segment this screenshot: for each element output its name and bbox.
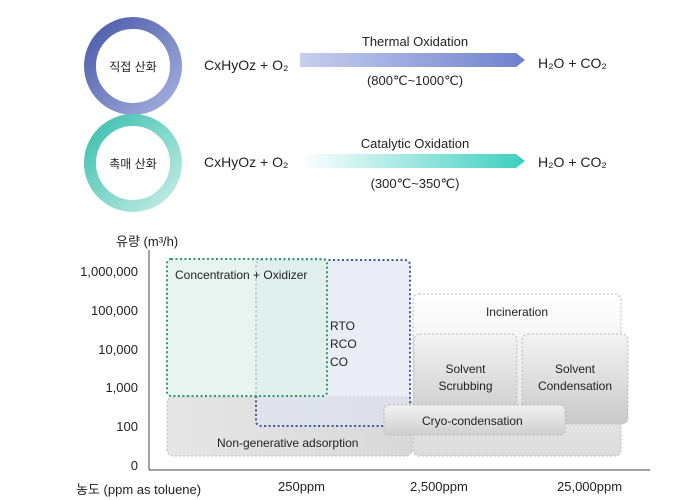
thermal-arrow [300, 53, 525, 67]
thermal-product: H₂O + CO₂ [538, 55, 607, 71]
direct-oxidation-label: 직접 산화 [109, 60, 157, 74]
concentration-oxidizer-label: Concentration + Oxidizer [175, 268, 308, 282]
y-tick-0: 0 [130, 458, 138, 473]
incineration-label: Incineration [485, 305, 549, 319]
catalytic-reactant: CxHyOz + O₂ [204, 154, 289, 170]
non-generative-adsorption-label: Non-generative adsorption [217, 436, 359, 450]
rco-label: RCO [330, 337, 357, 351]
solvent-scrubbing-label-1: Solvent [445, 362, 486, 376]
x-tick-250ppm: 250ppm [278, 479, 325, 494]
rto-label: RTO [330, 319, 355, 333]
x-tick-2500ppm: 2,500ppm [410, 479, 468, 494]
co-label: CO [330, 355, 348, 369]
direct-oxidation-ring [84, 17, 182, 115]
region-concentration-oxidizer [166, 258, 328, 397]
x-axis-title: 농도 (ppm as toluene) [76, 482, 202, 497]
cryo-condensation-label: Cryo-condensation [422, 414, 523, 428]
y-axis-title: 유량 (m³/h) [116, 234, 179, 249]
thermal-oxidation-title: Thermal Oxidation [361, 34, 469, 49]
catalytic-oxidation-ring [84, 114, 182, 212]
y-tick-10000: 10,000 [98, 342, 138, 357]
catalytic-product: H₂O + CO₂ [538, 154, 607, 170]
region-cryo-condensation [383, 404, 566, 436]
catalytic-temperature: (300℃~350℃) [370, 176, 460, 191]
x-tick-25000ppm: 25,000ppm [557, 479, 623, 494]
y-tick-1000: 1,000 [105, 380, 138, 395]
catalytic-arrow [300, 154, 525, 168]
y-tick-1000000: 1,000,000 [80, 264, 138, 279]
y-tick-100000: 100,000 [91, 303, 138, 318]
solvent-condensation-label-2: Condensation [537, 379, 613, 393]
catalytic-oxidation-label: 촉매 산화 [109, 157, 157, 171]
solvent-scrubbing-label-2: Scrubbing [438, 379, 493, 393]
solvent-condensation-label-1: Solvent [554, 362, 596, 376]
thermal-reactant: CxHyOz + O₂ [204, 57, 289, 73]
catalytic-oxidation-title: Catalytic Oxidation [360, 136, 470, 151]
y-tick-100: 100 [116, 419, 138, 434]
region-solvent-condensation [521, 333, 629, 425]
thermal-temperature: (800℃~1000℃) [366, 73, 464, 88]
